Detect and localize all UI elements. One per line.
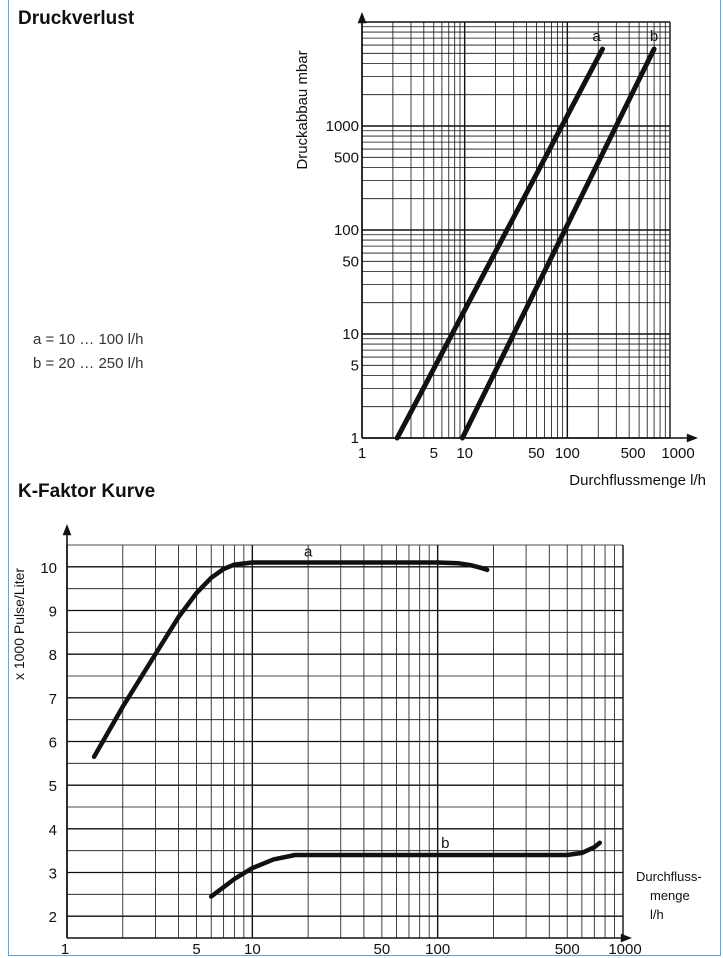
- series-label-a: a: [592, 28, 601, 45]
- x-tick-label: 100: [425, 941, 450, 958]
- y-tick-label: 9: [49, 604, 57, 621]
- y-axis-title: Druckabbau mbar: [294, 50, 311, 169]
- y-axis-arrow: [62, 524, 72, 536]
- x-tick-label: 5: [430, 445, 438, 462]
- legend-b-range: b = 20 … 250 l/h: [33, 355, 144, 372]
- x-axis-arrow: [686, 433, 698, 443]
- y-tick-label: 4: [49, 822, 57, 839]
- y-tick-label: 2: [49, 909, 57, 926]
- series-line-a: [394, 46, 605, 441]
- y-axis-title: x 1000 Pulse/Liter: [11, 568, 27, 680]
- series-label-b: b: [650, 28, 658, 45]
- k-factor-title: K-Faktor Kurve: [18, 481, 156, 502]
- legend-a-range: a = 10 … 100 l/h: [33, 331, 144, 348]
- y-tick-label: 500: [334, 149, 359, 166]
- series-label-b: b: [441, 835, 449, 852]
- y-tick-label: 100: [334, 222, 359, 239]
- y-tick-label: 3: [49, 866, 57, 883]
- page-frame: [8, 0, 721, 956]
- x-tick-label: 1000: [661, 445, 694, 462]
- series-line-b: [459, 46, 657, 441]
- x-tick-label: 50: [374, 941, 391, 958]
- y-tick-label: 50: [342, 253, 359, 270]
- x-axis-title: Durchfluss-menge l/h: [636, 869, 702, 922]
- y-tick-label: 10: [40, 560, 57, 577]
- y-tick-label: 10: [342, 326, 359, 343]
- x-tick-label: 10: [456, 445, 473, 462]
- y-tick-label: 1000: [326, 118, 359, 135]
- x-tick-label: 500: [621, 445, 646, 462]
- x-tick-label: 1: [358, 445, 366, 462]
- series-line-a: [91, 560, 490, 760]
- x-tick-label: 500: [555, 941, 580, 958]
- x-tick-label: 50: [528, 445, 545, 462]
- x-axis-title: Durchflussmenge l/h: [569, 472, 706, 489]
- y-tick-label: 6: [49, 735, 57, 752]
- y-tick-label: 5: [49, 778, 57, 795]
- x-tick-label: 1: [61, 941, 69, 958]
- y-axis-arrow: [357, 12, 367, 24]
- y-tick-label: 7: [49, 691, 57, 708]
- x-tick-label: 100: [555, 445, 580, 462]
- pressure-loss-title: Druckverlust: [18, 8, 135, 29]
- y-tick-label: 8: [49, 647, 57, 664]
- y-tick-label: 5: [351, 357, 359, 374]
- series-label-a: a: [304, 543, 313, 560]
- x-tick-label: 1000: [608, 941, 641, 958]
- x-tick-label: 10: [244, 941, 261, 958]
- series-line-b: [208, 840, 603, 899]
- x-tick-label: 5: [192, 941, 200, 958]
- x-axis-arrow: [620, 933, 632, 943]
- y-tick-label: 1: [351, 430, 359, 447]
